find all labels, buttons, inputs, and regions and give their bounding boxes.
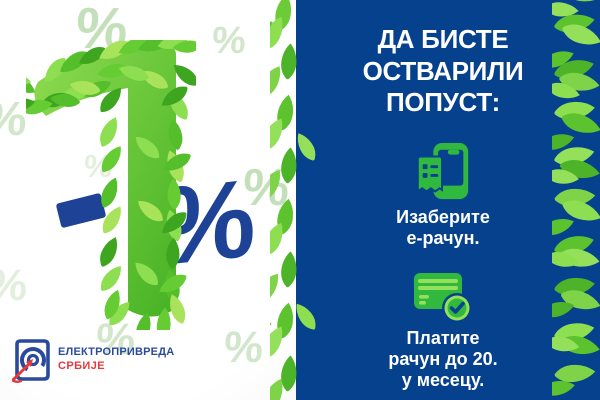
step-e-bill-label: Изаберите е-рачун. (396, 207, 490, 249)
percent-watermark: % (210, 20, 248, 62)
eps-emblem-icon (12, 339, 50, 383)
step-pay-on-time-label: Платите рачун до 20. у месецу. (388, 327, 498, 391)
step-e-bill: Изаберите е-рачун. (396, 141, 490, 249)
step-pay-on-time: Платите рачун до 20. у месецу. (388, 270, 498, 392)
panel-heading: ДА БИСТЕ ОСТВАРИЛИ ПОПУСТ: (362, 24, 524, 118)
percent-watermark: % (0, 93, 29, 146)
e-bill-phone-icon (416, 143, 469, 200)
divider-leaf-garland (270, 0, 320, 400)
discount-section: % % % % % % % % (0, 0, 296, 400)
logo-company-name: ЕЛЕКТРОПРИВРЕДА (58, 346, 175, 359)
right-leaf-garland (552, 0, 600, 398)
instructions-panel: ДА БИСТЕ ОСТВАРИЛИ ПОПУСТ: Изаберите е-р… (296, 0, 600, 400)
card-check-icon (414, 272, 472, 323)
leafy-seven-digit (26, 40, 196, 330)
percent-watermark: % (222, 323, 265, 372)
percent-watermark: % (0, 261, 29, 310)
eps-logo: ЕЛЕКТРОПРИВРЕДА СРБИЈЕ (12, 336, 174, 384)
logo-country-name: СРБИЈЕ (58, 360, 105, 372)
